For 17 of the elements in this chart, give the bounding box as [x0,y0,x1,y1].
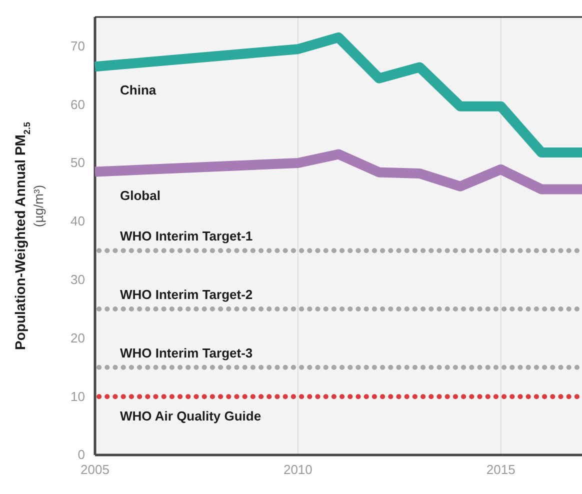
y-tick-label: 20 [70,330,85,346]
ref-line-label: WHO Air Quality Guide [120,408,262,424]
series-label: China [120,82,157,98]
series-label: Global [120,188,160,203]
ref-line-label: WHO Interim Target-2 [120,287,253,302]
y-tick-label: 40 [70,214,85,229]
x-tick-label: 2015 [486,462,516,478]
y-tick-label: 50 [70,155,85,170]
ref-line-label: WHO Interim Target-3 [120,345,253,360]
y-tick-label: 0 [78,447,85,462]
x-tick-label: 2010 [283,462,312,478]
y-tick-label: 10 [70,388,85,404]
x-tick-label: 2005 [80,462,110,478]
y-tick-label: 30 [70,272,85,287]
ref-line-label: WHO Interim Target-1 [120,228,253,244]
y-tick-label: 60 [70,96,85,112]
y-tick-label: 70 [70,38,85,54]
